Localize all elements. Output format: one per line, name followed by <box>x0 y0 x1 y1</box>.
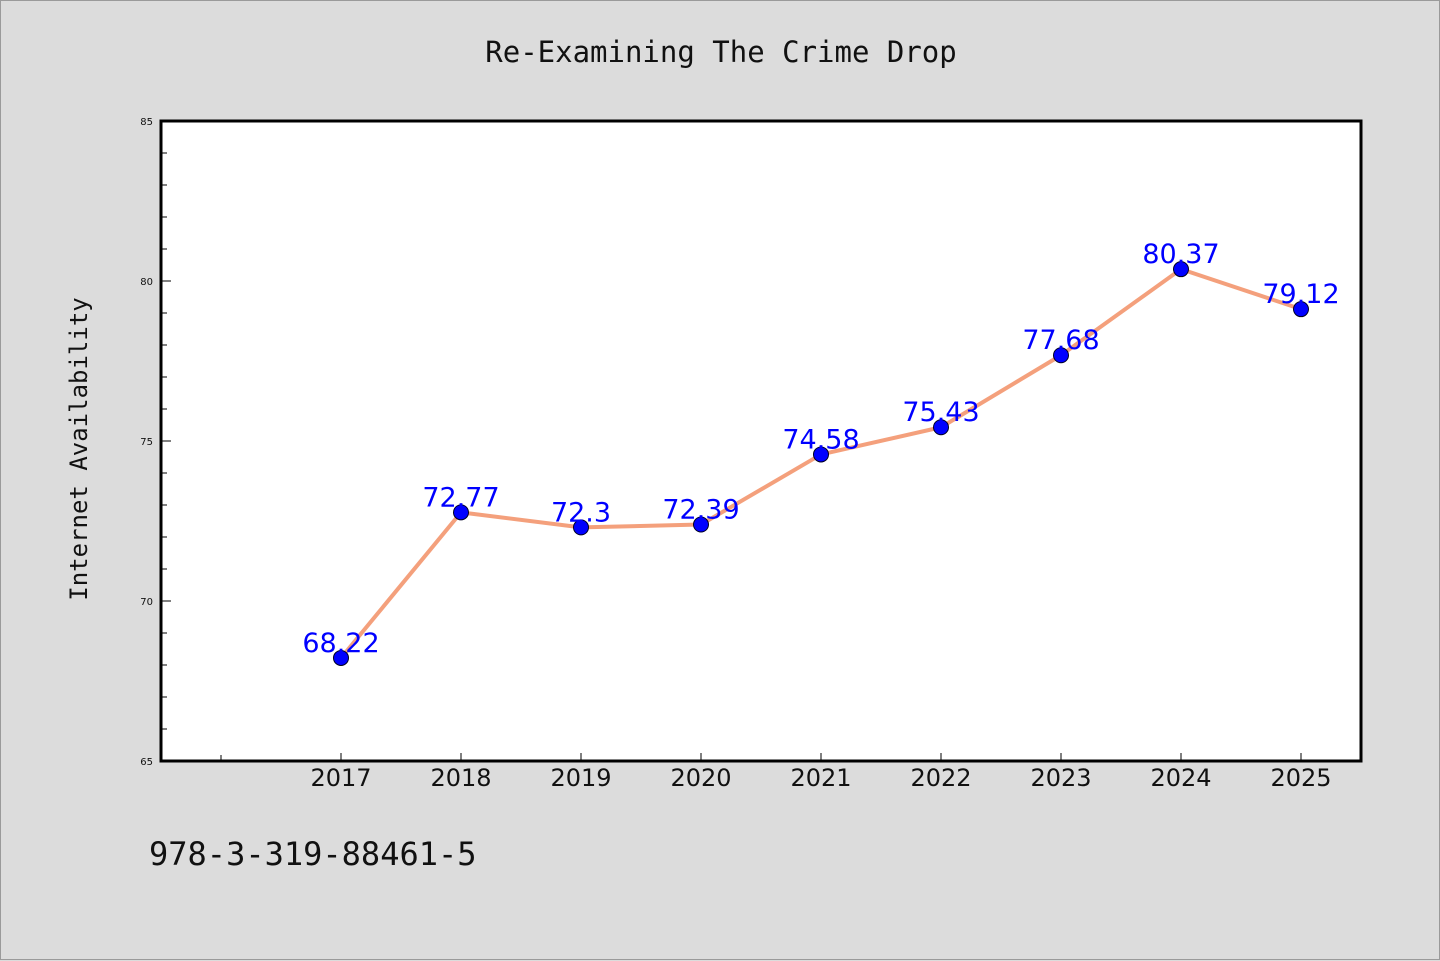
data-point <box>1293 301 1309 318</box>
data-point <box>333 649 349 666</box>
y-tick-label: 80 <box>140 277 153 288</box>
data-point <box>453 504 469 521</box>
data-label: 72.3 <box>551 497 611 528</box>
y-tick-label: 75 <box>140 437 153 448</box>
x-tick-label: 2023 <box>1030 764 1091 792</box>
y-tick-label: 85 <box>140 117 153 128</box>
data-label: 72.39 <box>662 495 739 526</box>
data-point <box>573 519 589 536</box>
markers-group <box>333 261 1309 666</box>
x-tick-label: 2019 <box>550 764 611 792</box>
data-label: 74.58 <box>782 424 859 455</box>
x-axis: 2017 2018 2019 2020 2021 2022 2023 2024 2025 <box>220 753 1332 792</box>
isbn-text: 978-3-319-88461-5 <box>149 835 477 873</box>
data-point <box>693 516 709 533</box>
x-tick-label: 2025 <box>1270 764 1331 792</box>
data-label: 77.68 <box>1022 325 1099 356</box>
x-tick-label: 2021 <box>790 764 851 792</box>
data-label: 75.43 <box>902 397 979 428</box>
x-tick-label: 2018 <box>430 764 491 792</box>
plot-area <box>159 119 1363 763</box>
data-labels-group: 68.22 72.77 72.3 72.39 74.58 75.43 77.68 80.37 7… <box>302 239 1339 659</box>
data-point <box>1173 261 1189 278</box>
data-point <box>933 419 949 436</box>
data-label: 79.12 <box>1262 279 1339 310</box>
data-point <box>1053 347 1069 364</box>
chart-title: Re-Examining The Crime Drop <box>485 35 957 69</box>
x-tick-label: 2022 <box>910 764 971 792</box>
y-tick-label: 65 <box>140 757 153 768</box>
y-axis-label: Internet Availability <box>65 297 93 600</box>
data-label: 72.77 <box>422 482 499 513</box>
data-label: 80.37 <box>1142 239 1219 270</box>
x-tick-label: 2024 <box>1150 764 1211 792</box>
data-point <box>813 446 829 463</box>
y-tick-label: 70 <box>140 597 153 608</box>
x-tick-label: 2017 <box>310 764 371 792</box>
y-axis: 65 70 75 80 85 <box>140 117 171 768</box>
data-label: 68.22 <box>302 628 379 659</box>
x-tick-label: 2020 <box>670 764 731 792</box>
